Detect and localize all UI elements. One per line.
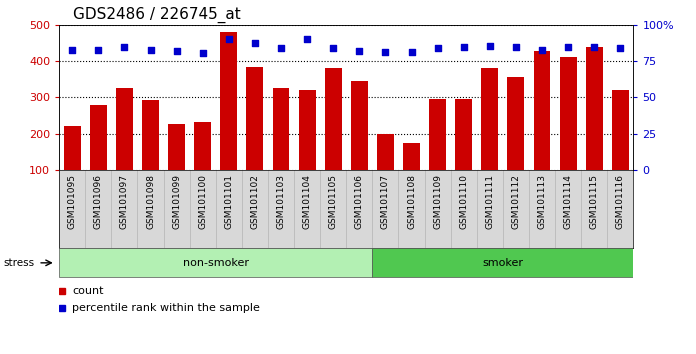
Bar	[273, 88, 290, 206]
Bar	[168, 124, 185, 206]
Text: GSM101111: GSM101111	[485, 174, 494, 229]
Point	[484, 43, 496, 48]
Text: GSM101116: GSM101116	[616, 174, 625, 229]
Text: GSM101097: GSM101097	[120, 174, 129, 229]
Point	[406, 49, 417, 55]
Bar	[560, 57, 576, 206]
Bar	[351, 81, 367, 206]
Text: GSM101099: GSM101099	[172, 174, 181, 229]
Point	[432, 46, 443, 51]
Text: GSM101096: GSM101096	[94, 174, 103, 229]
Bar	[482, 68, 498, 206]
Bar	[116, 88, 133, 206]
Text: GSM101107: GSM101107	[381, 174, 390, 229]
Bar	[507, 78, 524, 206]
Bar	[612, 90, 628, 206]
Bar	[221, 32, 237, 206]
Point	[145, 47, 156, 53]
Text: count: count	[72, 286, 104, 296]
Text: smoker: smoker	[482, 258, 523, 268]
Bar	[246, 67, 263, 206]
Text: GSM101104: GSM101104	[303, 174, 312, 229]
Bar	[325, 68, 342, 206]
Bar	[429, 99, 446, 206]
Text: GDS2486 / 226745_at: GDS2486 / 226745_at	[73, 7, 241, 23]
Point	[197, 50, 208, 56]
Point	[171, 48, 182, 54]
Point	[537, 47, 548, 53]
Point	[354, 48, 365, 54]
Point	[249, 40, 260, 46]
Bar	[455, 99, 472, 206]
Point	[223, 36, 235, 42]
Bar	[586, 46, 603, 206]
Point	[380, 49, 391, 55]
FancyBboxPatch shape	[372, 249, 633, 277]
Bar	[534, 51, 551, 206]
Point	[510, 45, 521, 50]
Bar	[403, 143, 420, 206]
Text: GSM101102: GSM101102	[251, 174, 260, 229]
Text: GSM101108: GSM101108	[407, 174, 416, 229]
Point	[328, 46, 339, 51]
Bar	[142, 100, 159, 206]
Text: GSM101115: GSM101115	[590, 174, 599, 229]
Point	[458, 45, 469, 50]
Text: GSM101098: GSM101098	[146, 174, 155, 229]
Text: GSM101113: GSM101113	[537, 174, 546, 229]
Text: GSM101103: GSM101103	[276, 174, 285, 229]
Bar	[194, 122, 211, 206]
Text: stress: stress	[3, 258, 35, 268]
Point	[301, 36, 313, 42]
Text: GSM101100: GSM101100	[198, 174, 207, 229]
Text: GSM101110: GSM101110	[459, 174, 468, 229]
Bar	[299, 90, 315, 206]
Bar	[377, 133, 394, 206]
Text: GSM101106: GSM101106	[355, 174, 364, 229]
Point	[276, 46, 287, 51]
Bar	[64, 126, 81, 206]
Text: GSM101101: GSM101101	[224, 174, 233, 229]
Point	[119, 44, 130, 49]
Point	[615, 46, 626, 51]
Text: percentile rank within the sample: percentile rank within the sample	[72, 303, 260, 313]
Text: GSM101112: GSM101112	[512, 174, 521, 229]
Text: non-smoker: non-smoker	[183, 258, 248, 268]
Point	[93, 47, 104, 53]
Point	[589, 44, 600, 49]
Text: GSM101105: GSM101105	[329, 174, 338, 229]
Text: GSM101114: GSM101114	[564, 174, 573, 229]
Text: GSM101109: GSM101109	[433, 174, 442, 229]
FancyBboxPatch shape	[59, 249, 372, 277]
Bar	[90, 105, 106, 206]
Text: GSM101095: GSM101095	[68, 174, 77, 229]
Point	[67, 47, 78, 53]
Point	[562, 45, 574, 50]
